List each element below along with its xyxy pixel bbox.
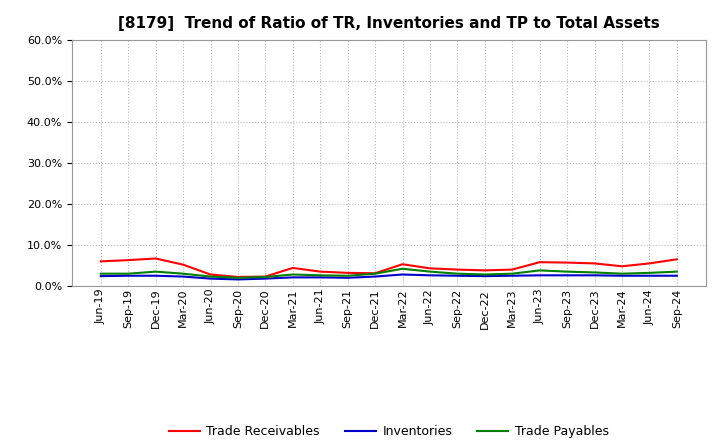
Trade Payables (426, 269, 434, 274)
Trade Receivables (316, 269, 325, 274)
Trade Payables (96, 271, 105, 276)
Line: Inventories: Inventories (101, 275, 677, 279)
Inventories (536, 273, 544, 278)
Trade Receivables (426, 266, 434, 271)
Trade Receivables (206, 272, 215, 277)
Trade Payables (316, 273, 325, 278)
Inventories (179, 274, 187, 279)
Trade Payables (151, 269, 160, 274)
Inventories (96, 274, 105, 279)
Trade Receivables (343, 270, 352, 275)
Inventories (343, 275, 352, 280)
Line: Trade Receivables: Trade Receivables (101, 258, 677, 277)
Trade Receivables (261, 274, 270, 279)
Trade Receivables (151, 256, 160, 261)
Trade Receivables (371, 271, 379, 276)
Trade Receivables (289, 265, 297, 271)
Inventories (398, 272, 407, 277)
Inventories (371, 274, 379, 279)
Inventories (426, 273, 434, 278)
Inventories (563, 273, 572, 278)
Trade Receivables (233, 274, 242, 279)
Inventories (261, 276, 270, 281)
Trade Payables (343, 273, 352, 279)
Line: Trade Payables: Trade Payables (101, 269, 677, 278)
Inventories (289, 275, 297, 280)
Inventories (590, 273, 599, 278)
Trade Receivables (645, 261, 654, 266)
Inventories (151, 273, 160, 279)
Inventories (618, 273, 626, 279)
Trade Receivables (508, 267, 516, 272)
Trade Payables (480, 272, 489, 277)
Legend: Trade Receivables, Inventories, Trade Payables: Trade Receivables, Inventories, Trade Pa… (164, 420, 613, 440)
Trade Receivables (453, 267, 462, 272)
Trade Payables (590, 270, 599, 275)
Trade Receivables (96, 259, 105, 264)
Title: [8179]  Trend of Ratio of TR, Inventories and TP to Total Assets: [8179] Trend of Ratio of TR, Inventories… (118, 16, 660, 32)
Inventories (480, 274, 489, 279)
Trade Receivables (672, 257, 681, 262)
Trade Receivables (563, 260, 572, 265)
Trade Receivables (179, 262, 187, 267)
Trade Receivables (590, 261, 599, 266)
Trade Payables (618, 271, 626, 276)
Trade Receivables (536, 260, 544, 265)
Trade Payables (672, 269, 681, 274)
Trade Payables (563, 269, 572, 274)
Trade Payables (261, 274, 270, 279)
Trade Receivables (124, 257, 132, 263)
Trade Payables (206, 274, 215, 279)
Inventories (672, 273, 681, 279)
Trade Payables (536, 268, 544, 273)
Trade Payables (233, 275, 242, 280)
Inventories (206, 276, 215, 281)
Trade Receivables (618, 264, 626, 269)
Trade Receivables (398, 262, 407, 267)
Trade Payables (179, 271, 187, 276)
Trade Payables (124, 271, 132, 276)
Inventories (316, 275, 325, 280)
Trade Receivables (480, 268, 489, 273)
Inventories (508, 273, 516, 279)
Trade Payables (508, 271, 516, 276)
Inventories (124, 273, 132, 279)
Trade Payables (398, 266, 407, 271)
Inventories (453, 273, 462, 279)
Trade Payables (289, 272, 297, 277)
Trade Payables (371, 271, 379, 276)
Inventories (233, 277, 242, 282)
Inventories (645, 273, 654, 279)
Trade Payables (645, 270, 654, 275)
Trade Payables (453, 271, 462, 276)
